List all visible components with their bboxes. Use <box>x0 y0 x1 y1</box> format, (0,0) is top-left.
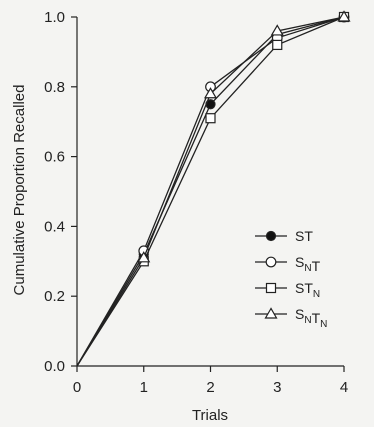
x-tick-label: 0 <box>73 379 81 396</box>
x-axis-title: Trials <box>192 407 228 424</box>
x-tick-label: 3 <box>273 379 281 396</box>
data-point <box>337 10 351 22</box>
data-point <box>264 307 278 319</box>
y-tick-label: 0.4 <box>44 218 65 235</box>
data-point <box>265 230 277 242</box>
y-tick-label: 0.2 <box>44 288 65 305</box>
series-SNT <box>76 11 350 367</box>
data-point <box>272 39 283 51</box>
data-point <box>205 113 216 124</box>
y-tick-label: 0.0 <box>44 358 65 375</box>
legend-entry-STN: STN <box>255 280 320 300</box>
y-tick-label: 1.0 <box>44 9 65 26</box>
data-point <box>265 256 277 268</box>
data-point <box>265 282 277 294</box>
series-SNTN <box>76 10 351 367</box>
legend-entry-SNTN: SNTN <box>255 306 327 330</box>
legend-label: ST <box>295 228 313 244</box>
series-ST <box>76 11 350 367</box>
data-point <box>137 251 151 263</box>
series-STN <box>76 11 350 367</box>
data-point <box>203 87 218 99</box>
x-tick-label: 1 <box>140 379 148 396</box>
legend-label: SNT <box>295 254 321 274</box>
legend-entry-ST: ST <box>255 228 313 244</box>
axes: 0.0 0.2 0.4 0.6 0.8 1.0 0 1 2 3 4 <box>44 9 348 396</box>
legend: ST SNT STN SNTN <box>255 228 327 330</box>
x-tick-label: 2 <box>206 379 214 396</box>
legend-label: STN <box>295 280 320 300</box>
legend-label: SNTN <box>295 306 327 330</box>
data-point <box>270 24 284 36</box>
y-tick-label: 0.8 <box>44 79 65 96</box>
legend-entry-SNT: SNT <box>255 254 321 274</box>
series-layer <box>76 10 351 367</box>
y-tick-label: 0.6 <box>44 149 65 166</box>
x-tick-label: 4 <box>340 379 348 396</box>
y-axis-title: Cumulative Proportion Recalled <box>11 85 28 296</box>
